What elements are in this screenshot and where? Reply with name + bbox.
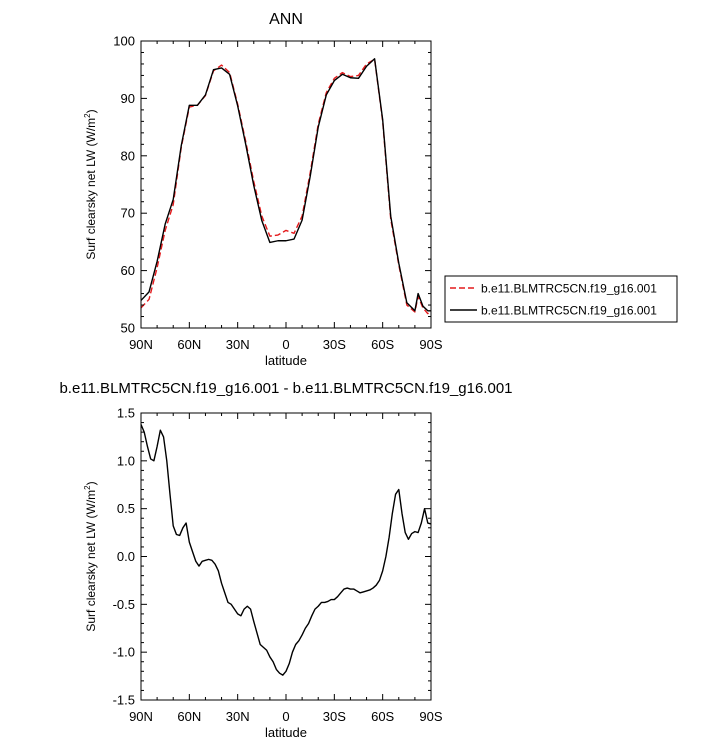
x-tick-label: 0 <box>282 337 289 352</box>
chart-title: ANN <box>269 11 303 28</box>
x-tick-label: 60N <box>177 337 201 352</box>
plot-frame <box>140 412 432 701</box>
legend-label-2: b.e11.BLMTRC5CN.f19_g16.001 <box>481 304 657 318</box>
x-tick-label: 30N <box>226 337 250 352</box>
y-tick-label: 0.0 <box>117 549 135 564</box>
y-tick-label: 0.5 <box>117 501 135 516</box>
x-tick-label: 30N <box>226 709 250 724</box>
series-line-1 <box>140 424 432 676</box>
y-axis-label-close: ) <box>84 109 98 113</box>
y-tick-label: 60 <box>121 263 135 278</box>
legend-box <box>444 275 678 323</box>
x-tick-label: 30S <box>323 709 346 724</box>
y-axis-label-superscript: 2 <box>83 485 92 490</box>
chart-panel-2: b.e11.BLMTRC5CN.f19_g16.001 - b.e11.BLMT… <box>59 380 512 740</box>
y-tick-label: -0.5 <box>113 597 135 612</box>
x-tick-label: 60N <box>177 709 201 724</box>
x-tick-label: 90S <box>419 337 442 352</box>
x-tick-label: 90N <box>129 709 153 724</box>
x-axis-label: latitude <box>265 353 307 368</box>
y-tick-label: -1.0 <box>113 645 135 660</box>
y-axis-label: Surf clearsky net LW (W/m2) <box>83 109 98 259</box>
y-tick-label: -1.5 <box>113 693 135 708</box>
chart-panel-1: ANN 90N 60N 30N 0 30S 60S 90S 50 60 70 80 90 100 latit… <box>83 11 678 368</box>
x-tick-label: 90N <box>129 337 153 352</box>
y-tick-label: 50 <box>121 321 135 336</box>
y-axis-label-close: ) <box>84 481 98 485</box>
legend-label-1: b.e11.BLMTRC5CN.f19_g16.001 <box>481 282 657 296</box>
y-tick-label: 1.5 <box>117 406 135 421</box>
x-tick-label: 60S <box>371 337 394 352</box>
y-axis-label-superscript: 2 <box>83 113 92 118</box>
y-tick-label: 1.0 <box>117 453 135 468</box>
x-tick-label: 30S <box>323 337 346 352</box>
series-line-1 <box>140 58 432 315</box>
x-axis-label: latitude <box>265 725 307 740</box>
y-tick-label: 90 <box>121 91 135 106</box>
legend: b.e11.BLMTRC5CN.f19_g16.001 b.e11.BLMTRC5… <box>444 275 678 323</box>
y-axis-label-text: Surf clearsky net LW (W/m <box>84 118 98 260</box>
y-axis-label-text: Surf clearsky net LW (W/m <box>84 490 98 632</box>
y-tick-label: 80 <box>121 148 135 163</box>
y-axis-label: Surf clearsky net LW (W/m2) <box>83 481 98 631</box>
chart-title: b.e11.BLMTRC5CN.f19_g16.001 - b.e11.BLMT… <box>59 380 512 397</box>
y-tick-label: 70 <box>121 206 135 221</box>
y-tick-label: 100 <box>113 34 135 49</box>
series-line-2 <box>140 58 431 312</box>
x-tick-label: 0 <box>282 709 289 724</box>
x-tick-label: 60S <box>371 709 394 724</box>
x-tick-label: 90S <box>419 709 442 724</box>
